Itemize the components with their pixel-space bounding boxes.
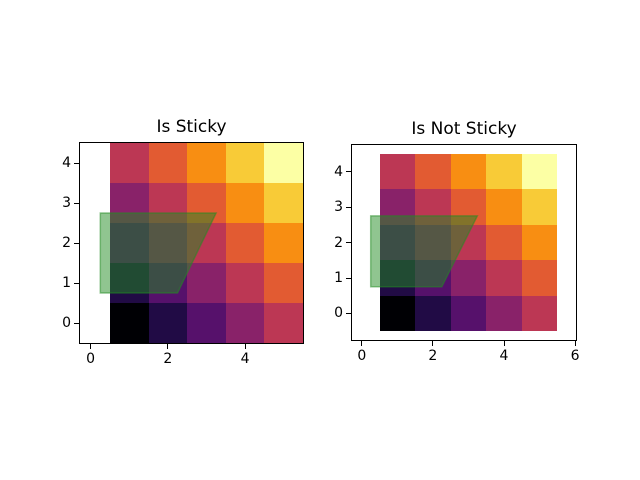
subplot-title-right: Is Not Sticky <box>411 119 517 139</box>
heatmap-cell <box>451 189 486 225</box>
heatmap-cell <box>522 225 557 260</box>
heatmap-cell <box>226 183 264 223</box>
heatmap-cell <box>486 154 522 189</box>
heatmap-cell <box>451 260 486 296</box>
y-tick-label: 1 <box>334 270 343 286</box>
heatmap-right <box>352 145 576 340</box>
heatmap-cell <box>264 303 303 343</box>
heatmap-cell <box>415 225 451 260</box>
heatmap-cell <box>264 143 303 183</box>
y-tick-label: 3 <box>334 199 343 215</box>
y-tick-label: 0 <box>334 305 343 322</box>
y-axis-tick <box>346 206 351 208</box>
heatmap-cell <box>380 260 415 296</box>
x-axis-tick <box>90 344 92 349</box>
heatmap-cell <box>110 223 149 263</box>
x-axis-tick <box>244 344 246 349</box>
y-tick-label: 2 <box>334 234 343 251</box>
x-tick-label: 2 <box>428 348 438 364</box>
y-tick-label: 2 <box>62 235 71 251</box>
heatmap-cell <box>415 296 451 331</box>
heatmap-cell <box>110 183 149 223</box>
y-axis-tick <box>346 242 351 243</box>
x-tick-label: 4 <box>499 348 509 364</box>
x-axis-tick <box>432 341 434 346</box>
heatmap-cell <box>187 223 226 263</box>
heatmap-cell <box>380 154 415 189</box>
x-axis-tick <box>361 341 363 346</box>
x-axis-tick <box>574 341 576 346</box>
heatmap-cell <box>149 223 187 263</box>
heatmap-cell <box>486 189 522 225</box>
heatmap-cell <box>187 303 226 343</box>
y-axis-tick <box>346 312 351 314</box>
subplot-is-not-sticky: Is Not Sticky 0 2 4 6 0 1 2 3 4 <box>334 119 579 364</box>
x-axis-tick <box>503 341 505 346</box>
x-tick-label: 0 <box>357 348 367 364</box>
y-tick-label: 4 <box>62 155 71 171</box>
heatmap-cell <box>451 154 486 189</box>
heatmap-cell <box>149 303 187 343</box>
y-tick-label: 0 <box>62 315 71 331</box>
heatmap-cell <box>264 183 303 223</box>
y-axis-tick <box>74 162 79 164</box>
heatmap-cell <box>380 189 415 225</box>
heatmap-cell <box>264 263 303 303</box>
heatmap-cell <box>451 296 486 331</box>
axes-left <box>79 142 304 344</box>
heatmap-cell <box>110 303 149 343</box>
y-axis-tick <box>346 277 351 279</box>
heatmap-cell <box>522 189 557 225</box>
x-tick-label: 6 <box>570 348 580 364</box>
heatmap-left <box>80 143 303 343</box>
y-tick-label: 4 <box>334 163 343 180</box>
heatmap-cell <box>187 263 226 303</box>
heatmap-cell <box>415 189 451 225</box>
heatmap-cell <box>415 260 451 296</box>
heatmap-cell <box>226 303 264 343</box>
y-tick-label: 3 <box>62 195 71 211</box>
heatmap-cell <box>415 154 451 189</box>
heatmap-cell <box>451 225 486 260</box>
heatmap-cell <box>187 143 226 183</box>
heatmap-cell <box>187 183 226 223</box>
x-tick-label: 2 <box>163 351 173 367</box>
heatmap-cell <box>380 296 415 331</box>
y-axis-tick <box>346 171 351 173</box>
axes-right <box>351 144 577 341</box>
y-axis-tick <box>74 322 79 324</box>
heatmap-cell <box>110 263 149 303</box>
y-axis-tick <box>74 242 79 244</box>
heatmap-cell <box>149 263 187 303</box>
subplot-title-left: Is Sticky <box>156 117 227 137</box>
heatmap-cell <box>149 143 187 183</box>
heatmap-cell <box>110 143 149 183</box>
y-axis-tick <box>74 202 79 204</box>
heatmap-cell <box>226 143 264 183</box>
heatmap-cell <box>522 296 557 331</box>
heatmap-cell <box>486 296 522 331</box>
heatmap-cell <box>226 263 264 303</box>
heatmap-cell <box>522 260 557 296</box>
heatmap-cell <box>226 223 264 263</box>
heatmap-cell <box>486 225 522 260</box>
y-tick-label: 1 <box>62 275 71 291</box>
heatmap-cell <box>522 154 557 189</box>
heatmap-cell <box>264 223 303 263</box>
heatmap-cell <box>380 225 415 260</box>
x-tick-label: 4 <box>240 351 250 367</box>
subplot-is-sticky: Is Sticky 0 2 4 0 1 2 3 4 <box>62 117 304 367</box>
x-tick-label: 0 <box>86 351 96 367</box>
y-axis-tick <box>74 282 79 284</box>
x-axis-tick <box>167 344 169 349</box>
heatmap-cell <box>149 183 187 223</box>
heatmap-cell <box>486 260 522 296</box>
